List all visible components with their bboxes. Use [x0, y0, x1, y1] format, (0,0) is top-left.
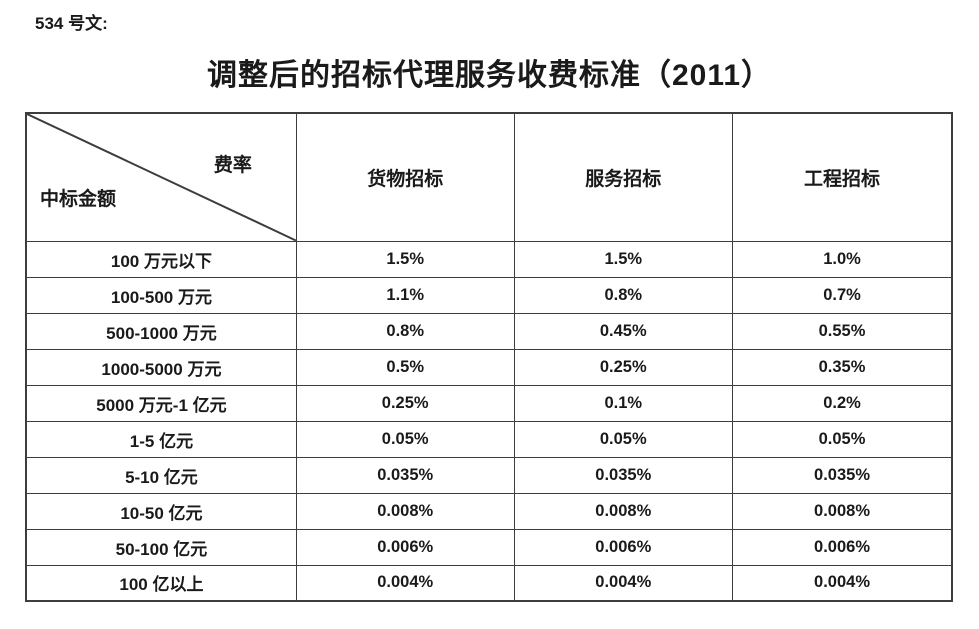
row-label-amount-range: 500-1000 万元 [25, 312, 297, 350]
column-header-goods-bidding: 货物招标 [295, 112, 515, 242]
cell-goods-rate: 0.05% [295, 420, 515, 458]
row-label-amount-range: 5-10 亿元 [25, 456, 297, 494]
cell-goods-rate: 0.5% [295, 348, 515, 386]
cell-service-rate: 0.8% [513, 276, 734, 314]
row-label-amount-range: 1-5 亿元 [25, 420, 297, 458]
column-header-engineering-bidding: 工程招标 [732, 112, 953, 242]
cell-service-rate: 0.035% [513, 456, 734, 494]
row-label-amount-range: 100-500 万元 [25, 276, 297, 314]
corner-header-cell: 费率 中标金额 [25, 112, 297, 242]
cell-goods-rate: 1.1% [295, 276, 515, 314]
cell-service-rate: 0.006% [513, 528, 734, 566]
page-title: 调整后的招标代理服务收费标准（2011） [206, 59, 773, 92]
table-row: 1000-5000 万元 0.5% 0.25% 0.35% [25, 348, 953, 386]
table-row: 5000 万元-1 亿元 0.25% 0.1% 0.2% [25, 384, 953, 422]
table-row: 10-50 亿元 0.008% 0.008% 0.008% [25, 492, 953, 530]
cell-service-rate: 0.004% [513, 564, 734, 602]
table-row: 1-5 亿元 0.05% 0.05% 0.05% [25, 420, 953, 458]
cell-goods-rate: 0.035% [295, 456, 515, 494]
row-label-amount-range: 50-100 亿元 [25, 528, 297, 566]
cell-goods-rate: 0.008% [295, 492, 515, 530]
cell-goods-rate: 0.006% [295, 528, 515, 566]
row-label-amount-range: 100 亿以上 [25, 564, 297, 602]
cell-service-rate: 0.1% [513, 384, 734, 422]
corner-label-fee-rate: 费率 [213, 155, 252, 176]
table-row: 100 万元以下 1.5% 1.5% 1.0% [25, 240, 953, 278]
fee-rate-table: 费率 中标金额 货物招标 服务招标 工程招标 100 万元以下 1.5% 1.5… [25, 112, 953, 602]
cell-engineering-rate: 0.55% [732, 312, 953, 350]
table-row: 5-10 亿元 0.035% 0.035% 0.035% [25, 456, 953, 494]
cell-goods-rate: 0.25% [295, 384, 515, 422]
cell-service-rate: 1.5% [513, 240, 734, 278]
cell-goods-rate: 0.004% [295, 564, 515, 602]
column-header-service-bidding: 服务招标 [513, 112, 734, 242]
diagonal-divider-line [27, 114, 296, 241]
row-label-amount-range: 1000-5000 万元 [25, 348, 297, 386]
cell-service-rate: 0.05% [513, 420, 734, 458]
table-row: 100-500 万元 1.1% 0.8% 0.7% [25, 276, 953, 314]
cell-engineering-rate: 0.35% [732, 348, 953, 386]
cell-engineering-rate: 0.2% [732, 384, 953, 422]
cell-engineering-rate: 0.004% [732, 564, 953, 602]
cell-engineering-rate: 0.008% [732, 492, 953, 530]
cell-service-rate: 0.45% [513, 312, 734, 350]
cell-engineering-rate: 1.0% [732, 240, 953, 278]
cell-engineering-rate: 0.05% [732, 420, 953, 458]
doc-number-label: 534 号文: [35, 14, 108, 33]
cell-engineering-rate: 0.035% [732, 456, 953, 494]
row-label-amount-range: 5000 万元-1 亿元 [25, 384, 297, 422]
table-body: 100 万元以下 1.5% 1.5% 1.0% 100-500 万元 1.1% … [25, 240, 953, 602]
row-label-amount-range: 100 万元以下 [25, 240, 297, 278]
cell-goods-rate: 1.5% [295, 240, 515, 278]
table-row: 100 亿以上 0.004% 0.004% 0.004% [25, 564, 953, 602]
cell-goods-rate: 0.8% [295, 312, 515, 350]
cell-engineering-rate: 0.006% [732, 528, 953, 566]
cell-service-rate: 0.008% [513, 492, 734, 530]
table-row: 500-1000 万元 0.8% 0.45% 0.55% [25, 312, 953, 350]
corner-label-bid-amount: 中标金额 [40, 189, 117, 210]
header-row: 费率 中标金额 货物招标 服务招标 工程招标 [25, 112, 953, 242]
cell-engineering-rate: 0.7% [732, 276, 953, 314]
cell-service-rate: 0.25% [513, 348, 734, 386]
table-row: 50-100 亿元 0.006% 0.006% 0.006% [25, 528, 953, 566]
row-label-amount-range: 10-50 亿元 [25, 492, 297, 530]
